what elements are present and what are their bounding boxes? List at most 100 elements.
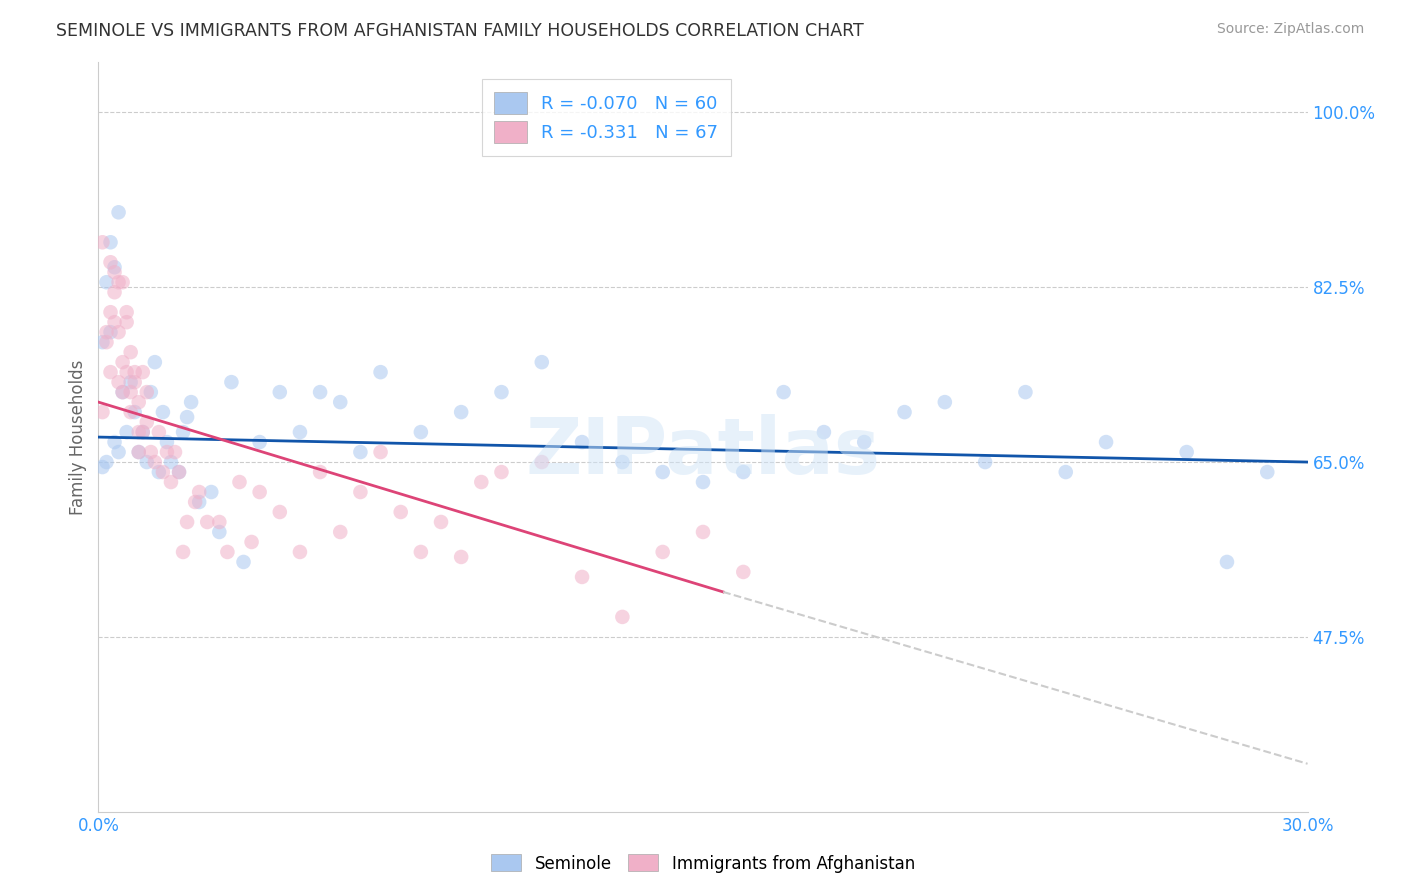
Point [1054, 465, 1077, 479]
Legend: Seminole, Immigrants from Afghanistan: Seminole, Immigrants from Afghanistan [485, 847, 921, 880]
Point [934, 395, 956, 409]
Point [329, 395, 352, 409]
Point [491, 385, 513, 400]
Point [135, 415, 157, 429]
Point [612, 610, 634, 624]
Point [172, 425, 194, 439]
Point [470, 475, 492, 489]
Point [288, 545, 311, 559]
Point [111, 385, 134, 400]
Point [1216, 555, 1239, 569]
Point [491, 465, 513, 479]
Point [139, 385, 162, 400]
Point [107, 445, 129, 459]
Point [329, 524, 352, 539]
Point [1175, 445, 1198, 459]
Point [288, 425, 311, 439]
Point [176, 515, 198, 529]
Point [120, 385, 142, 400]
Point [103, 285, 125, 300]
Point [692, 475, 714, 489]
Point [100, 305, 122, 319]
Point [143, 455, 166, 469]
Point [96, 275, 118, 289]
Point [389, 505, 412, 519]
Point [160, 475, 183, 489]
Point [200, 485, 222, 500]
Point [309, 385, 332, 400]
Point [115, 315, 138, 329]
Point [143, 355, 166, 369]
Text: SEMINOLE VS IMMIGRANTS FROM AFGHANISTAN FAMILY HOUSEHOLDS CORRELATION CHART: SEMINOLE VS IMMIGRANTS FROM AFGHANISTAN … [56, 22, 865, 40]
Point [124, 375, 146, 389]
Legend: R = -0.070   N = 60, R = -0.331   N = 67: R = -0.070 N = 60, R = -0.331 N = 67 [482, 79, 731, 155]
Point [128, 395, 150, 409]
Point [232, 555, 254, 569]
Point [1014, 385, 1036, 400]
Point [651, 465, 673, 479]
Point [128, 445, 150, 459]
Point [96, 335, 118, 350]
Point [853, 435, 876, 450]
Point [107, 205, 129, 219]
Point [91, 405, 114, 419]
Text: ZIPatlas: ZIPatlas [526, 414, 880, 490]
Point [163, 445, 186, 459]
Point [96, 325, 118, 339]
Point [132, 365, 155, 379]
Point [571, 570, 593, 584]
Point [103, 260, 125, 275]
Text: Source: ZipAtlas.com: Source: ZipAtlas.com [1216, 22, 1364, 37]
Point [120, 345, 142, 359]
Point [733, 565, 755, 579]
Point [188, 485, 211, 500]
Point [195, 515, 218, 529]
Point [409, 545, 432, 559]
Point [148, 465, 170, 479]
Y-axis label: Family Households: Family Households [69, 359, 87, 515]
Point [148, 425, 170, 439]
Point [120, 405, 142, 419]
Point [221, 375, 243, 389]
Point [692, 524, 714, 539]
Point [772, 385, 794, 400]
Point [91, 460, 114, 475]
Point [217, 545, 239, 559]
Point [115, 365, 138, 379]
Point [651, 545, 673, 559]
Point [103, 435, 125, 450]
Point [370, 445, 392, 459]
Point [156, 435, 179, 450]
Point [893, 405, 915, 419]
Point [188, 495, 211, 509]
Point [128, 445, 150, 459]
Point [813, 425, 835, 439]
Point [167, 465, 190, 479]
Point [409, 425, 432, 439]
Point [152, 465, 174, 479]
Point [111, 355, 134, 369]
Point [1095, 435, 1118, 450]
Point [349, 445, 371, 459]
Point [124, 365, 146, 379]
Point [240, 535, 263, 549]
Point [135, 455, 157, 469]
Point [172, 545, 194, 559]
Point [115, 305, 138, 319]
Point [208, 524, 231, 539]
Point [249, 435, 271, 450]
Point [103, 265, 125, 279]
Point [103, 315, 125, 329]
Point [184, 495, 207, 509]
Point [96, 455, 118, 469]
Point [228, 475, 250, 489]
Point [571, 435, 593, 450]
Point [115, 425, 138, 439]
Point [349, 485, 371, 500]
Point [167, 465, 190, 479]
Point [111, 275, 134, 289]
Point [176, 410, 198, 425]
Point [156, 445, 179, 459]
Point [100, 325, 122, 339]
Point [160, 455, 183, 469]
